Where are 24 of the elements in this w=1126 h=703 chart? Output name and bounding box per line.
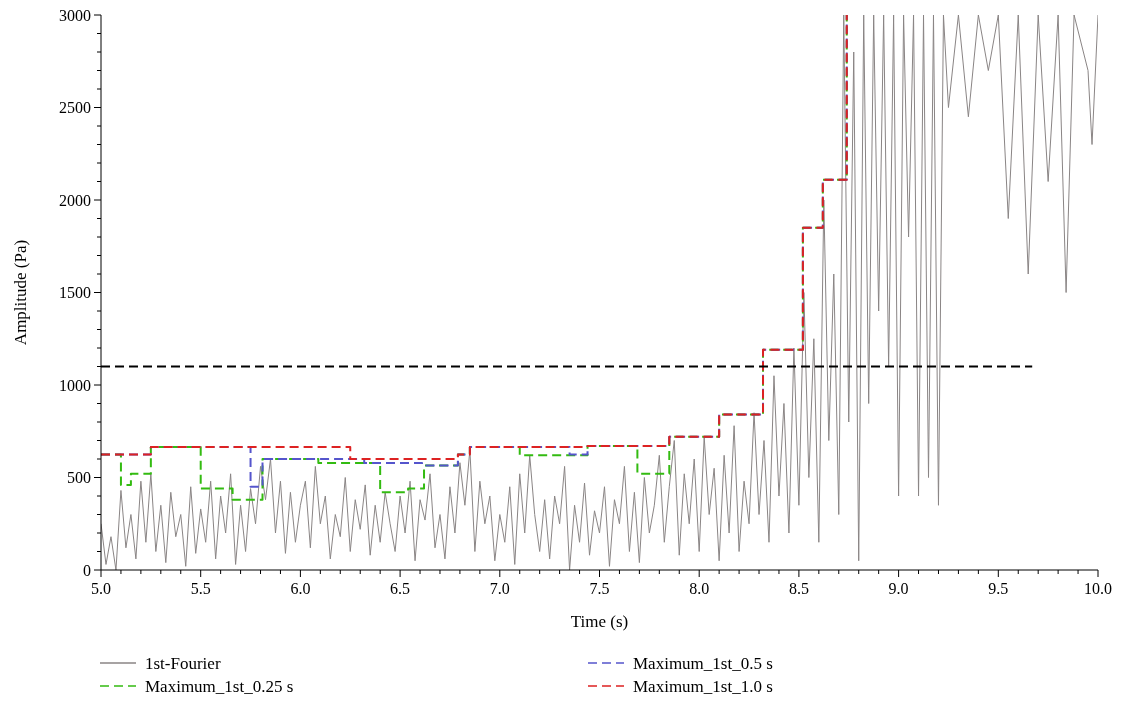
y-tick-label: 3000 [59, 6, 91, 24]
x-tick-label: 6.5 [390, 580, 411, 597]
x-tick-label: 9.0 [888, 580, 909, 597]
x-tick-label: 9.5 [988, 580, 1009, 597]
x-tick-label: 7.5 [589, 580, 610, 597]
y-tick-label: 500 [67, 469, 91, 487]
x-tick-label: 8.0 [689, 580, 710, 597]
y-tick-label: 1500 [59, 284, 91, 302]
x-axis-title: Time (s) [570, 612, 629, 631]
x-tick-label: 7.0 [489, 580, 510, 597]
y-tick-label: 1000 [59, 376, 91, 394]
x-tick-label: 8.5 [788, 580, 809, 597]
legend-label: Maximum_1st_0.25 s [145, 676, 294, 696]
x-tick-label: 6.0 [290, 580, 311, 597]
y-tick-label: 0 [83, 561, 91, 579]
legend-label: 1st-Fourier [145, 653, 221, 673]
x-tick-label: 10.0 [1084, 580, 1112, 597]
legend-label: Maximum_1st_0.5 s [633, 653, 773, 673]
y-axis-title: Amplitude (Pa) [11, 239, 30, 346]
y-tick-label: 2000 [59, 191, 91, 209]
legend-label: Maximum_1st_1.0 s [633, 676, 773, 696]
x-tick-label: 5.5 [190, 580, 211, 597]
y-tick-label: 2500 [59, 99, 91, 117]
x-tick-label: 5.0 [91, 580, 111, 597]
